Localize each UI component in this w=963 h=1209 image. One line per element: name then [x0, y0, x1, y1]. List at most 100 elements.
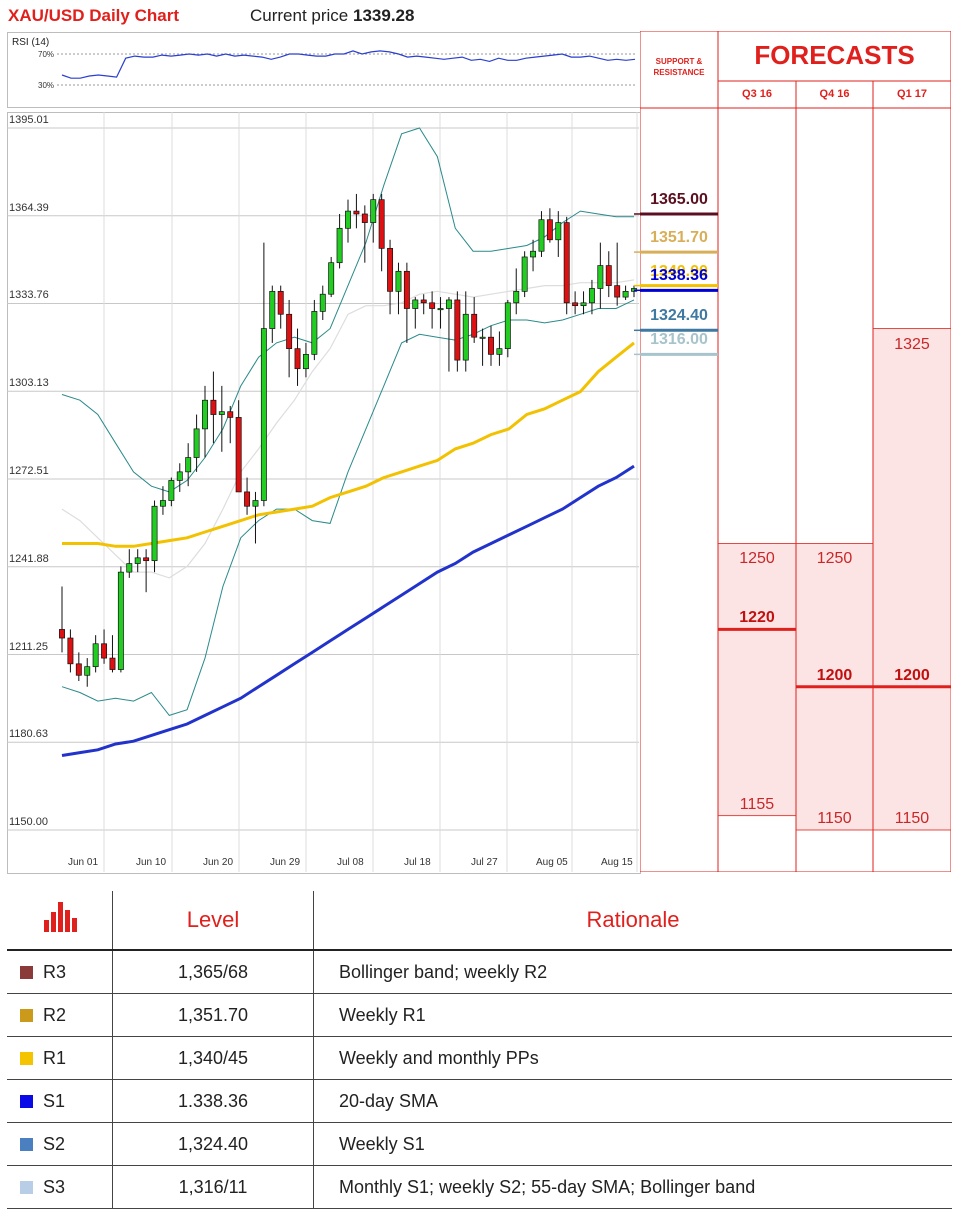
- level-code: R2: [43, 1004, 67, 1025]
- candle: [202, 385, 208, 458]
- candle: [67, 629, 74, 673]
- candle: [319, 285, 326, 320]
- candle: [420, 294, 427, 315]
- candle: [454, 291, 461, 372]
- candle: [429, 291, 436, 329]
- bar-chart-icon: [7, 891, 113, 951]
- candle: [622, 285, 629, 300]
- candle: [378, 193, 385, 272]
- level-code: S1: [43, 1090, 66, 1111]
- mid-band-line: [61, 279, 635, 579]
- candle: [176, 463, 183, 492]
- candle: [345, 199, 351, 243]
- candle: [370, 193, 377, 243]
- y-tick-label: 1150.00: [9, 816, 48, 828]
- level-code: R3: [43, 961, 67, 982]
- forecast-low-value: 1150: [817, 810, 852, 827]
- candle: [605, 251, 612, 298]
- forecast-low-value: 1150: [894, 810, 930, 827]
- table-row: R1 1,340/45 Weekly and monthly PPs: [7, 1036, 952, 1080]
- price-chart-frame: [7, 112, 641, 874]
- candle: [193, 414, 200, 472]
- rsi-plot: [57, 50, 637, 86]
- candle: [159, 486, 166, 515]
- candle: [109, 635, 116, 673]
- candle: [260, 242, 267, 507]
- candle: [277, 285, 284, 329]
- price-chart: [7, 112, 640, 872]
- candle: [84, 658, 91, 687]
- y-tick-label: 1333.76: [9, 289, 49, 302]
- candle: [126, 549, 133, 578]
- candle: [530, 239, 537, 272]
- forecasts-title: FORECASTS: [754, 40, 915, 70]
- level-code-cell: R3: [7, 950, 113, 994]
- level-code-cell: S1: [7, 1079, 113, 1123]
- sr-level-label: 1324.40: [650, 307, 708, 325]
- level-code: S3: [43, 1176, 66, 1197]
- level-code: S2: [43, 1133, 66, 1154]
- forecast-high-value: 1250: [816, 550, 853, 568]
- level-code-cell: R2: [7, 993, 113, 1037]
- sr-header-line2: RESISTANCE: [653, 68, 705, 77]
- candle: [210, 371, 217, 444]
- candle: [395, 262, 402, 315]
- level-code-cell: S3: [7, 1165, 113, 1209]
- candle: [101, 629, 108, 664]
- x-tick-label: Jun 29: [270, 857, 301, 868]
- current-price: Current price 1339.28: [250, 6, 414, 26]
- sr-level-label: 1351.70: [650, 229, 708, 247]
- x-tick-label: Jul 08: [337, 857, 364, 868]
- y-tick-label: 1180.63: [9, 728, 48, 741]
- level-code: R1: [43, 1047, 67, 1068]
- level-color-swatch: [20, 965, 33, 979]
- candle: [117, 566, 124, 673]
- candle: [185, 443, 192, 487]
- level-code-cell: S2: [7, 1122, 113, 1166]
- level-rationale: Weekly R1: [313, 993, 952, 1037]
- sr-level-label: 1340.00: [650, 262, 708, 280]
- level-color-swatch: [20, 1094, 33, 1108]
- level-value: 1,316/11: [112, 1165, 314, 1209]
- candle: [353, 193, 360, 229]
- rsi-level-30: 30%: [38, 81, 55, 90]
- candle: [361, 205, 368, 263]
- table-row: S3 1,316/11 Monthly S1; weekly S2; 55-day …: [7, 1165, 952, 1209]
- sr-level-label: 1316.00: [650, 331, 708, 349]
- y-tick-label: 1241.88: [9, 552, 49, 565]
- candle: [269, 285, 276, 343]
- candle: [546, 208, 553, 243]
- forecast-mid-value: 1220: [739, 609, 775, 627]
- candle: [631, 285, 637, 298]
- sr-header: SUPPORT & RESISTANCE: [640, 56, 718, 78]
- lower-band-line: [61, 299, 635, 716]
- level-value: 1,324.40: [112, 1122, 314, 1166]
- table-row: S2 1,324.40 Weekly S1: [7, 1122, 952, 1166]
- chart-title: XAU/USD Daily Chart: [8, 6, 179, 25]
- table-row: R2 1,351.70 Weekly R1: [7, 993, 952, 1037]
- candle: [572, 291, 579, 315]
- candle: [538, 211, 545, 257]
- x-tick-label: Jul 18: [404, 857, 431, 868]
- x-tick-label: Jul 27: [471, 857, 498, 868]
- level-rationale: Weekly and monthly PPs: [313, 1036, 952, 1080]
- upper-band-line: [61, 127, 634, 493]
- forecast-range: [872, 328, 951, 831]
- level-rationale: Weekly S1: [313, 1122, 952, 1166]
- current-price-value: 1339.28: [353, 6, 415, 25]
- candle: [227, 405, 234, 444]
- candle: [445, 297, 452, 372]
- candle: [521, 251, 528, 298]
- sr-level-label: 1338.36: [650, 267, 708, 285]
- x-tick-label: Jun 01: [68, 857, 99, 868]
- candle: [252, 491, 259, 544]
- x-tick-label: Aug 15: [601, 857, 633, 868]
- y-tick-label: 1395.01: [9, 114, 49, 126]
- candle: [336, 213, 343, 269]
- level-header: Level: [112, 891, 314, 951]
- candle: [134, 549, 141, 573]
- level-value: 1.338.36: [112, 1079, 314, 1123]
- x-tick-label: Aug 05: [536, 857, 568, 868]
- candle: [513, 268, 520, 315]
- sr-header-line1: SUPPORT &: [655, 57, 703, 66]
